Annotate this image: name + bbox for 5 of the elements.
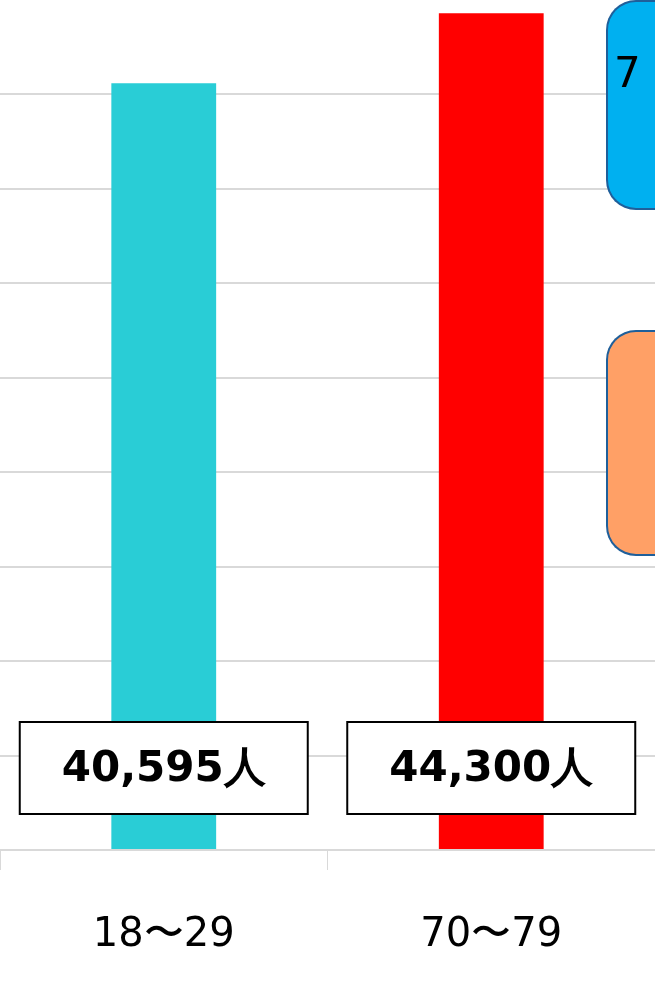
x-tick-label: 70〜79 bbox=[420, 909, 563, 956]
data-label: 44,300人 bbox=[389, 741, 594, 791]
data-label: 40,595人 bbox=[61, 741, 266, 791]
callout-box: 7 bbox=[606, 0, 655, 210]
x-tick-label: 18〜29 bbox=[92, 909, 235, 956]
